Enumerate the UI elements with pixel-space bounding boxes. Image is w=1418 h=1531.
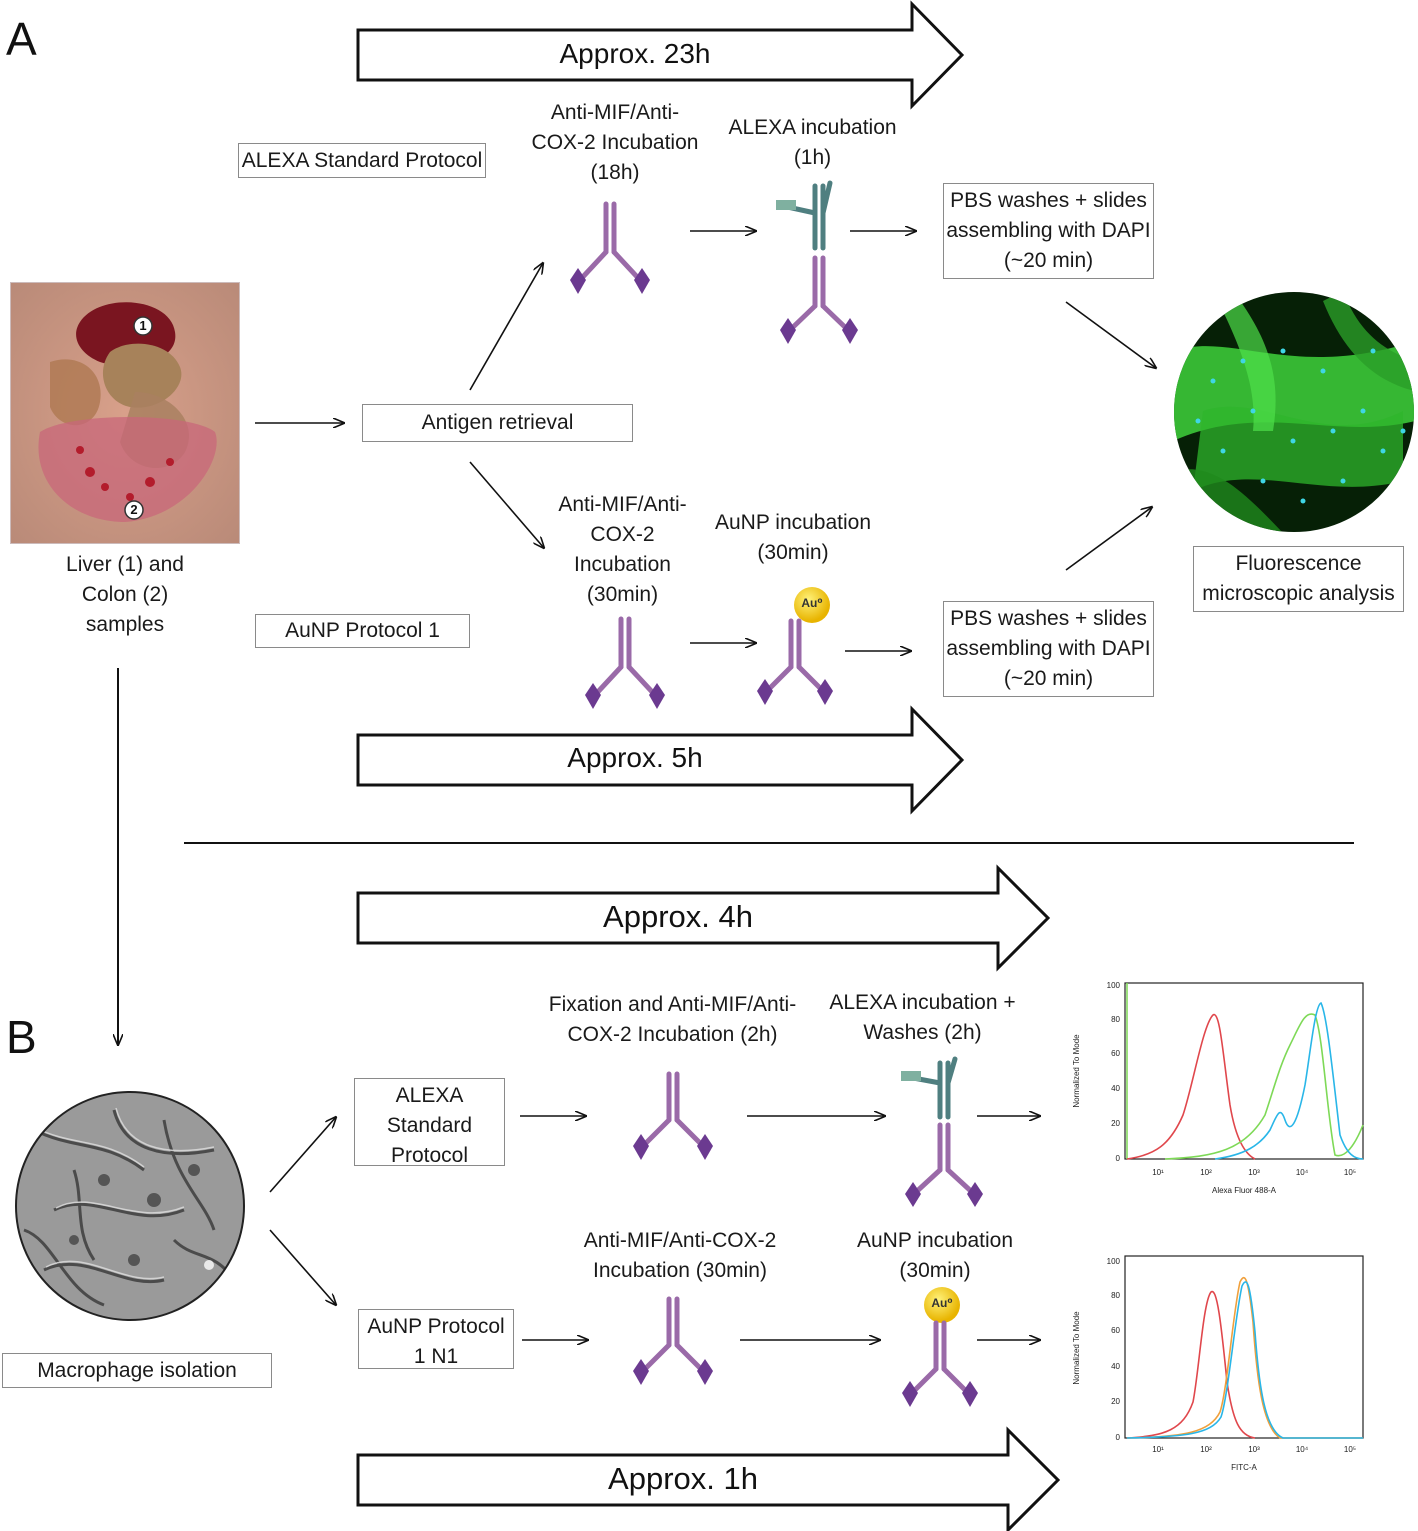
h1-curve-green: [1164, 1013, 1364, 1160]
aunp-step1-b-label: Anti-MIF/Anti-COX-2 Incubation (30min): [583, 1229, 777, 1282]
antibody-aunp-gold-b: [902, 1287, 978, 1407]
histogram-2: 0 20 40 60 80 100 10¹ 10² 10³ 10⁴ 10⁵ FI…: [1065, 1252, 1370, 1482]
h2-ytick-4: 80: [1111, 1291, 1120, 1300]
analysis-box: Fluorescence microscopic analysis: [1193, 546, 1404, 612]
h1-curve-red: [1126, 1014, 1256, 1160]
h2-xtick-1: 10²: [1200, 1445, 1212, 1454]
alexa-step3-box: PBS washes + slides assembling with DAPI…: [943, 183, 1154, 279]
h2-xtick-0: 10¹: [1152, 1445, 1164, 1454]
timeline-arrow-23h: [356, 0, 965, 110]
alexa-step1-label: Anti-MIF/Anti-COX-2 Incubation (18h): [531, 101, 699, 184]
gold-label-a: Au⁰: [801, 596, 823, 610]
isolation-box: Macrophage isolation: [2, 1353, 272, 1388]
histogram-1: 0 20 40 60 80 100 10¹ 10² 10³ 10⁴ 10⁵ Al…: [1065, 975, 1370, 1205]
sample-marker-2: 2: [130, 502, 138, 517]
tissue-photo: 1 2: [9, 281, 241, 545]
fluorescence-image: [1173, 291, 1415, 533]
alexa-step2-label: ALEXA incubation (1h): [728, 116, 897, 169]
h2-ylabel: Normalized To Mode: [1072, 1311, 1081, 1385]
panel-label-a: A: [6, 13, 37, 65]
h2-ytick-5: 100: [1107, 1257, 1121, 1266]
gold-label-b: Au⁰: [931, 1296, 953, 1310]
alexa-step2-b-label: ALEXA incubation + Washes (2h): [829, 991, 1016, 1044]
h1-ylabel: Normalized To Mode: [1072, 1034, 1081, 1108]
timeline-arrow-5h: [356, 705, 965, 815]
antibody-alexa-a: [570, 201, 650, 294]
antibody-aunp-gold-a: [757, 587, 833, 705]
macrophage-image: [14, 1090, 246, 1322]
h2-xtick-3: 10⁴: [1296, 1445, 1309, 1454]
timeline-label-23h: Approx. 23h: [559, 38, 711, 69]
protocol-alexa-a: ALEXA Standard Protocol: [238, 143, 486, 178]
aunp-step1-label: Anti-MIF/Anti-COX-2 Incubation (30min): [558, 493, 687, 606]
h2-ytick-1: 20: [1111, 1397, 1120, 1406]
aunp-step2-label: AuNP incubation (30min): [714, 511, 872, 564]
h1-ytick-1: 20: [1111, 1119, 1120, 1128]
h2-curve-cyan: [1126, 1281, 1363, 1439]
h2-ytick-2: 40: [1111, 1362, 1120, 1371]
h2-ytick-3: 60: [1111, 1326, 1120, 1335]
h2-xlabel: FITC-A: [1231, 1463, 1257, 1472]
h1-ytick-3: 60: [1111, 1049, 1120, 1058]
timeline-label-1h: Approx. 1h: [608, 1461, 758, 1496]
timeline-label-5h: Approx. 5h: [567, 742, 703, 773]
h1-xtick-4: 10⁵: [1344, 1168, 1356, 1177]
alexa-step1-b-label: Fixation and Anti-MIF/Anti-COX-2 Incubat…: [548, 993, 797, 1046]
h1-ytick-5: 100: [1107, 981, 1121, 990]
h2-curve-red: [1126, 1290, 1256, 1439]
antibody-alexa-secondary-b: [901, 1056, 983, 1207]
antibody-alexa-b: [633, 1071, 713, 1160]
h1-xtick-0: 10¹: [1152, 1168, 1164, 1177]
antibody-aunp-b: [633, 1296, 713, 1385]
antibody-aunp-a: [585, 616, 665, 709]
sample-label: Liver (1) and Colon (2) samples: [66, 553, 184, 636]
h1-xlabel: Alexa Fluor 488-A: [1212, 1186, 1277, 1195]
h2-ytick-0: 0: [1116, 1433, 1121, 1442]
h1-xtick-1: 10²: [1200, 1168, 1212, 1177]
protocol-alexa-b: ALEXA Standard Protocol: [354, 1078, 505, 1167]
h1-ytick-2: 40: [1111, 1084, 1120, 1093]
timeline-arrow-1h: [356, 1426, 1061, 1531]
h2-curve-orange: [1126, 1276, 1363, 1439]
h2-xtick-4: 10⁵: [1344, 1445, 1356, 1454]
h1-xtick-2: 10³: [1248, 1168, 1260, 1177]
protocol-aunp-b: AuNP Protocol 1 N1: [358, 1309, 514, 1369]
antigen-retrieval-box: Antigen retrieval: [362, 404, 633, 442]
sample-marker-1: 1: [139, 318, 147, 333]
timeline-arrow-4h: [356, 864, 1051, 972]
h1-curve-cyan: [1214, 1002, 1364, 1160]
h1-xtick-3: 10⁴: [1296, 1168, 1309, 1177]
timeline-label-4h: Approx. 4h: [603, 899, 753, 934]
protocol-aunp-a: AuNP Protocol 1: [255, 614, 470, 648]
antibody-alexa-secondary-a: [776, 180, 858, 344]
aunp-step3-box: PBS washes + slides assembling with DAPI…: [943, 601, 1154, 697]
h1-ytick-4: 80: [1111, 1015, 1120, 1024]
h2-xtick-2: 10³: [1248, 1445, 1260, 1454]
aunp-step2-b-label: AuNP incubation (30min): [856, 1229, 1014, 1282]
h1-ytick-0: 0: [1116, 1154, 1121, 1163]
panel-label-b: B: [6, 1011, 37, 1063]
